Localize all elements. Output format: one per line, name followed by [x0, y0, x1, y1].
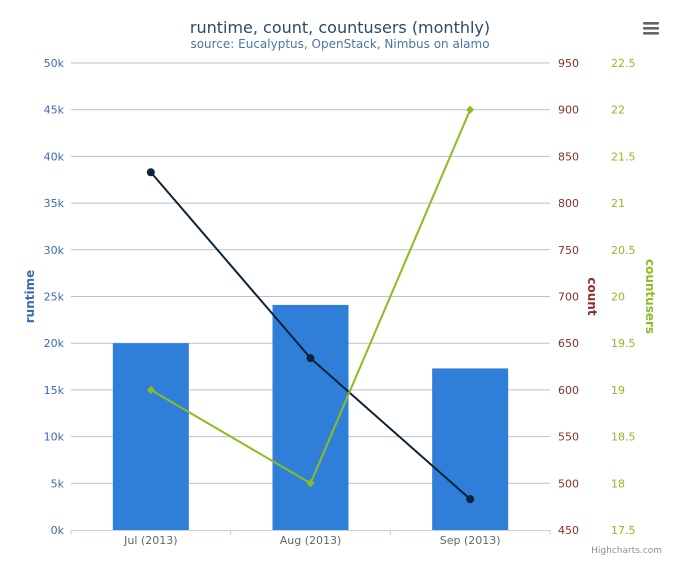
countusers-point[interactable]: [306, 479, 315, 488]
count-tick-label: 500: [558, 477, 579, 490]
count-tick-label: 600: [558, 384, 579, 397]
x-tick-label: Jul (2013): [123, 534, 177, 547]
runtime-bar[interactable]: [432, 368, 509, 530]
count-tick-label: 950: [558, 57, 579, 70]
countusers-tick-label: 19.5: [611, 337, 636, 350]
countusers-tick-label: 18.5: [611, 431, 636, 444]
runtime-bar[interactable]: [112, 343, 189, 530]
runtime-bar[interactable]: [272, 304, 349, 530]
count-axis-title: count: [585, 277, 599, 315]
runtime-tick-label: 5k: [51, 477, 65, 490]
countusers-axis-title: countusers: [643, 259, 657, 334]
count-tick-label: 750: [558, 244, 579, 257]
axes: 0k 450 17.5 5k 500 18 10k 550 18.5 15k 600 19 20k 650…: [23, 57, 657, 547]
runtime-tick-label: 45k: [44, 104, 65, 117]
x-tick-label: Sep (2013): [440, 534, 501, 547]
count-tick-label: 850: [558, 150, 579, 163]
countusers-point[interactable]: [466, 105, 475, 114]
runtime-axis-title: runtime: [23, 270, 37, 324]
x-tick-label: Aug (2013): [280, 534, 342, 547]
runtime-tick-label: 40k: [44, 150, 65, 163]
count-point[interactable]: [466, 495, 475, 504]
countusers-tick-label: 18: [611, 477, 625, 490]
countusers-tick-label: 21.5: [611, 150, 636, 163]
count-tick-label: 700: [558, 291, 579, 304]
chart-title: runtime, count, countusers (monthly): [190, 18, 490, 37]
count-tick-label: 550: [558, 431, 579, 444]
countusers-tick-label: 20.5: [611, 244, 636, 257]
series-lines: [146, 105, 475, 504]
chart-subtitle: source: Eucalyptus, OpenStack, Nimbus on…: [190, 37, 489, 51]
credits-link[interactable]: Highcharts.com: [591, 546, 662, 556]
count-tick-label: 450: [558, 524, 579, 537]
countusers-tick-label: 22.5: [611, 57, 636, 70]
runtime-tick-label: 0k: [51, 524, 65, 537]
runtime-tick-label: 30k: [44, 244, 65, 257]
countusers-point[interactable]: [146, 385, 155, 394]
countusers-tick-label: 19: [611, 384, 625, 397]
count-tick-label: 800: [558, 197, 579, 210]
count-tick-label: 900: [558, 104, 579, 117]
menu-icon[interactable]: [640, 18, 664, 38]
countusers-tick-label: 21: [611, 197, 625, 210]
runtime-tick-label: 35k: [44, 197, 65, 210]
count-tick-label: 650: [558, 337, 579, 350]
runtime-tick-label: 25k: [44, 291, 65, 304]
runtime-tick-label: 20k: [44, 337, 65, 350]
countusers-tick-label: 20: [611, 291, 625, 304]
count-point[interactable]: [146, 168, 155, 177]
count-point[interactable]: [306, 354, 315, 363]
runtime-tick-label: 50k: [44, 57, 65, 70]
runtime-bars: [112, 304, 509, 530]
runtime-tick-label: 15k: [44, 384, 65, 397]
runtime-tick-label: 10k: [44, 431, 65, 444]
countusers-tick-label: 22: [611, 104, 625, 117]
countusers-tick-label: 17.5: [611, 524, 636, 537]
